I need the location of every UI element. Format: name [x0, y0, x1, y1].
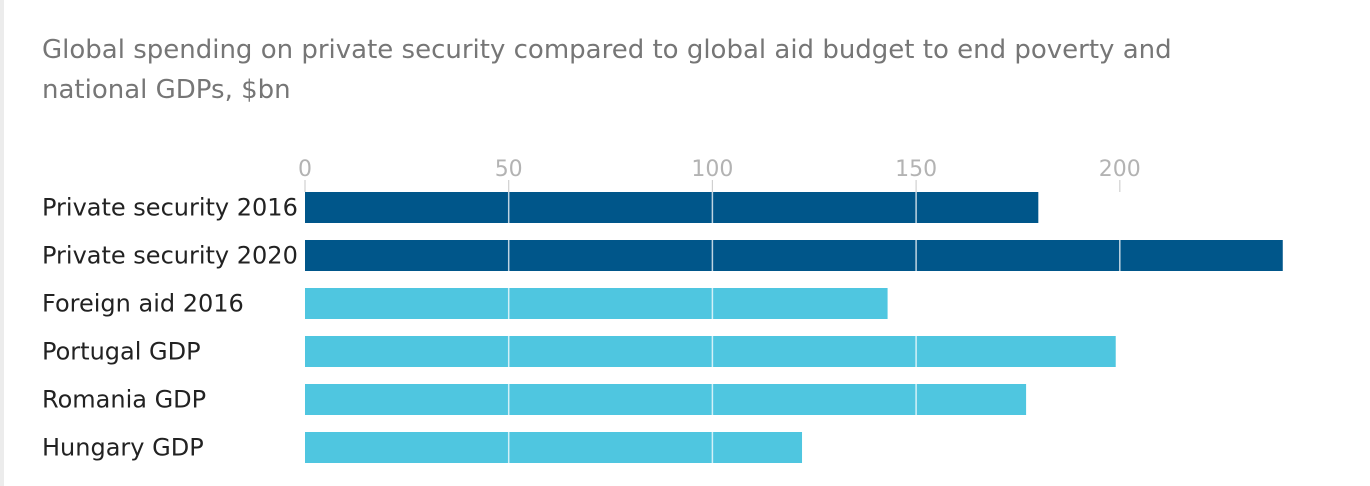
category-label-foreign-aid-2016: Foreign aid 2016 — [42, 290, 244, 318]
bar-romania-gdp[interactable] — [305, 384, 1027, 415]
category-label-hungary-gdp: Hungary GDP — [42, 434, 204, 462]
category-label-private-security-2020: Private security 2020 — [42, 242, 298, 270]
x-tick-label-0: 0 — [298, 157, 312, 182]
bar-hungary-gdp[interactable] — [305, 432, 803, 463]
bar-private-security-2020[interactable] — [305, 240, 1283, 271]
left-rule — [0, 0, 4, 486]
bar-private-security-2016[interactable] — [305, 192, 1039, 223]
bar-portugal-gdp[interactable] — [305, 336, 1116, 367]
x-tick-label-100: 100 — [691, 157, 733, 182]
chart-title: Global spending on private security comp… — [42, 35, 1172, 105]
category-label-portugal-gdp: Portugal GDP — [42, 338, 201, 366]
x-tick-label-150: 150 — [895, 157, 937, 182]
x-tick-label-50: 50 — [495, 157, 523, 182]
category-label-romania-gdp: Romania GDP — [42, 386, 206, 414]
bar-foreign-aid-2016[interactable] — [305, 288, 888, 319]
category-label-private-security-2016: Private security 2016 — [42, 194, 298, 222]
x-tick-label-200: 200 — [1099, 157, 1141, 182]
